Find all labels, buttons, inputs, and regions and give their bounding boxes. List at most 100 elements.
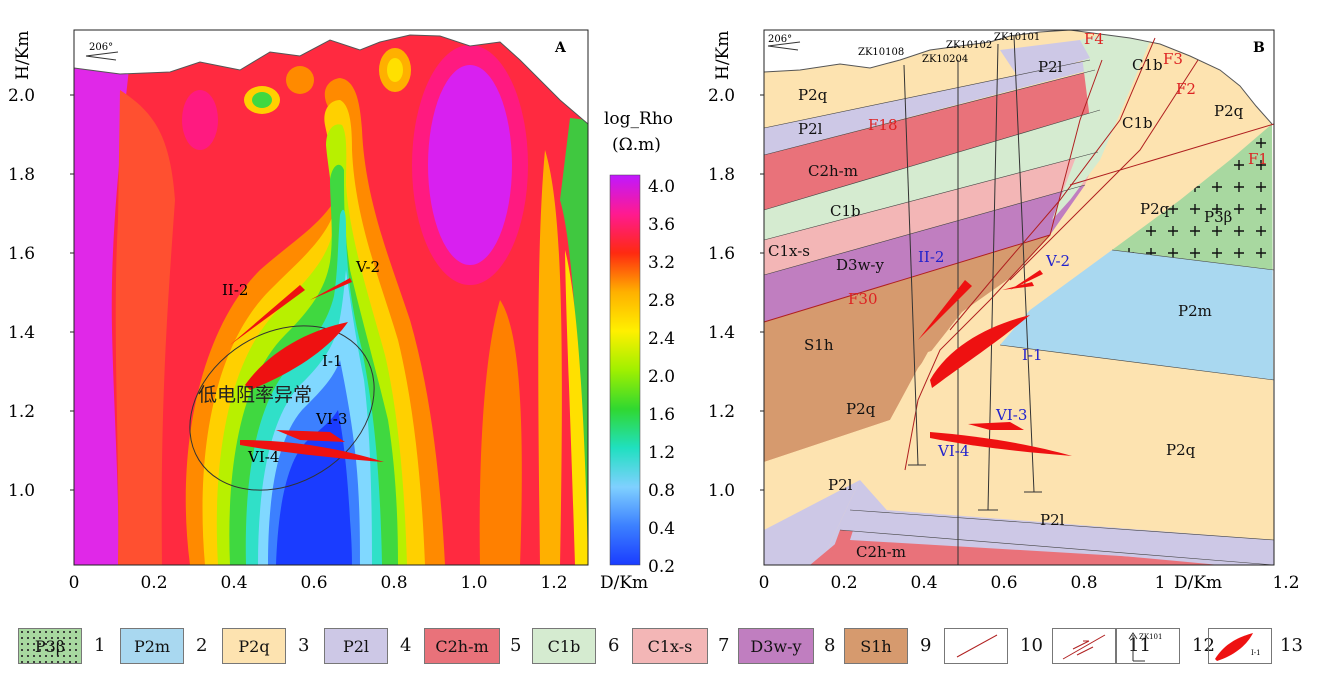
legend-swatch-ore-body: I-1 — [1208, 628, 1272, 664]
fault-label-f2: F2 — [1176, 80, 1196, 98]
colorbar-tick: 4.0 — [648, 177, 675, 197]
low-resistivity-anomaly-ellipse — [189, 325, 375, 491]
ore-label-ii2-b: II-2 — [918, 248, 944, 266]
legend-number: 7 — [718, 635, 730, 656]
x-tick-b: 0.8 — [1070, 573, 1097, 593]
fault-label-f18: F18 — [868, 116, 898, 134]
legend-number: 9 — [920, 635, 932, 656]
legend-swatch-c1b: C1b — [532, 628, 596, 664]
stratum-label: C2h-m — [808, 162, 858, 180]
legend-swatch-c2hm: C2h-m — [424, 628, 500, 664]
legend-swatch-fault — [1052, 628, 1116, 664]
legend-swatch-p3b: P3β — [18, 628, 82, 664]
borehole-label: ZK10101 — [994, 32, 1040, 43]
ore-label-ii2-a: II-2 — [222, 281, 248, 299]
x-tick-b: 0.6 — [990, 573, 1017, 593]
x-tick-b: 0.2 — [830, 573, 857, 593]
y-tick-b: 2.0 — [708, 86, 735, 106]
faults-b — [763, 37, 1275, 471]
stratum-label: P2m — [1178, 302, 1212, 320]
legend-number: 5 — [510, 635, 522, 656]
panel-label-a: A — [554, 40, 567, 56]
legend-number: 8 — [824, 635, 836, 656]
legend-swatch-p2q: P2q — [222, 628, 286, 664]
borehole-legend-label: ZK101 — [1139, 633, 1162, 641]
colorbar-tick: 1.6 — [648, 405, 675, 425]
legend-swatch-s1h: S1h — [844, 628, 908, 664]
boreholes — [903, 35, 1042, 565]
x-tick-b: 1.2 — [1272, 573, 1299, 593]
colorbar-tick: 2.0 — [648, 367, 675, 387]
legend-number: 2 — [196, 635, 208, 656]
borehole-label: ZK10108 — [858, 47, 904, 58]
y-tick-b: 1.0 — [708, 481, 735, 501]
y-tick-a: 2.0 — [8, 86, 35, 106]
legend-swatch-c1xs: C1x-s — [632, 628, 708, 664]
azimuth-indicator-b: 206° — [767, 34, 801, 51]
colorbar-tick: 2.8 — [648, 291, 675, 311]
panel-label-b: B — [1253, 40, 1265, 56]
legend-number: 13 — [1280, 635, 1303, 656]
y-tick-b: 1.8 — [708, 165, 735, 185]
stratum-label: P2l — [1040, 511, 1065, 529]
x-tick-b: 1 — [1155, 573, 1166, 593]
stratum-label: P2q — [1140, 200, 1170, 218]
legend-swatch-p2m: P2m — [120, 628, 184, 664]
x-tick-a: 0.8 — [380, 573, 407, 593]
azimuth-indicator-a: 206° — [85, 42, 119, 61]
stratum-label: C2h-m — [856, 543, 906, 561]
legend-swatch-d3wy: D3w-y — [738, 628, 814, 664]
ore-legend-label: I-1 — [1251, 649, 1261, 657]
y-tick-a: 1.6 — [8, 244, 35, 264]
y-tick-b: 1.2 — [708, 402, 735, 422]
stratum-label: P2l — [828, 476, 853, 494]
legend-number: 4 — [400, 635, 412, 656]
stratum-label: P2q — [798, 86, 828, 104]
stratum-label: C1b — [1122, 114, 1153, 132]
borehole-label: ZK10102 — [946, 40, 992, 51]
y-axis-b: 1.0 1.2 1.4 1.6 1.8 2.0 H/Km — [708, 31, 764, 501]
borehole-icon: ZK101 — [1128, 632, 1162, 662]
ore-label-vi3-a: VI-3 — [315, 410, 347, 428]
colorbar-title: log_Rho — [604, 109, 673, 129]
x-axis-title-b: D/Km — [1174, 573, 1222, 593]
ore-bodies-a — [230, 278, 384, 462]
fault-label-f30: F30 — [848, 290, 878, 308]
fault-arrow-icon — [1062, 634, 1106, 660]
colorbar: log_Rho (Ω.m) 0.2 0.4 0.8 1.2 1.6 2.0 2.… — [604, 109, 675, 577]
stratum-label: P2q — [846, 400, 876, 418]
y-tick-b: 1.6 — [708, 244, 735, 264]
stratum-label: D3w-y — [836, 256, 884, 274]
colorbar-tick: 0.4 — [648, 519, 675, 539]
x-axis-title-a: D/Km — [600, 573, 648, 593]
x-tick-b: 0.4 — [910, 573, 937, 593]
x-axis-a: 0 0.2 0.4 0.6 0.8 1.0 1.2 D/Km — [69, 573, 649, 593]
legend-number: 6 — [608, 635, 620, 656]
x-axis-b: 0 0.2 0.4 0.6 0.8 1 1.2 D/Km — [759, 573, 1300, 593]
legend-number: 10 — [1020, 635, 1043, 656]
stratum-label: P2l — [1038, 58, 1063, 76]
y-tick-a: 1.2 — [8, 402, 35, 422]
x-tick-a: 0 — [69, 573, 80, 593]
panel-b-geological-section: ZK10108 ZK10204 ZK10102 ZK10101 206° B F… — [708, 29, 1300, 593]
stratum-label: P2l — [798, 120, 823, 138]
colorbar-tick: 0.2 — [648, 557, 675, 577]
ore-label-v2-b: V-2 — [1045, 252, 1070, 270]
anomaly-label: 低电阻率异常 — [198, 384, 312, 406]
fault-label-f3: F3 — [1163, 50, 1183, 68]
legend-number: 1 — [94, 635, 106, 656]
colorbar-unit: (Ω.m) — [612, 135, 661, 155]
x-tick-a: 0.2 — [140, 573, 167, 593]
ore-label-i1-a: I-1 — [322, 352, 343, 370]
x-tick-a: 1.2 — [540, 573, 567, 593]
stratum-label: S1h — [804, 336, 834, 354]
ore-bodies-b — [918, 270, 1072, 456]
legend-swatch-p2l: P2l — [324, 628, 388, 664]
legend-number: 12 — [1192, 635, 1215, 656]
y-tick-b: 1.4 — [708, 323, 735, 343]
contact-line-icon — [956, 634, 998, 658]
ore-label-v2-a: V-2 — [355, 258, 380, 276]
ore-label-i1-b: I-1 — [1022, 346, 1043, 364]
azimuth-text-a: 206° — [89, 42, 113, 53]
panel-a-resistivity-section: 206° A II-2 V-2 I-1 VI-3 VI-4 低电阻率异常 1.0… — [8, 29, 675, 593]
